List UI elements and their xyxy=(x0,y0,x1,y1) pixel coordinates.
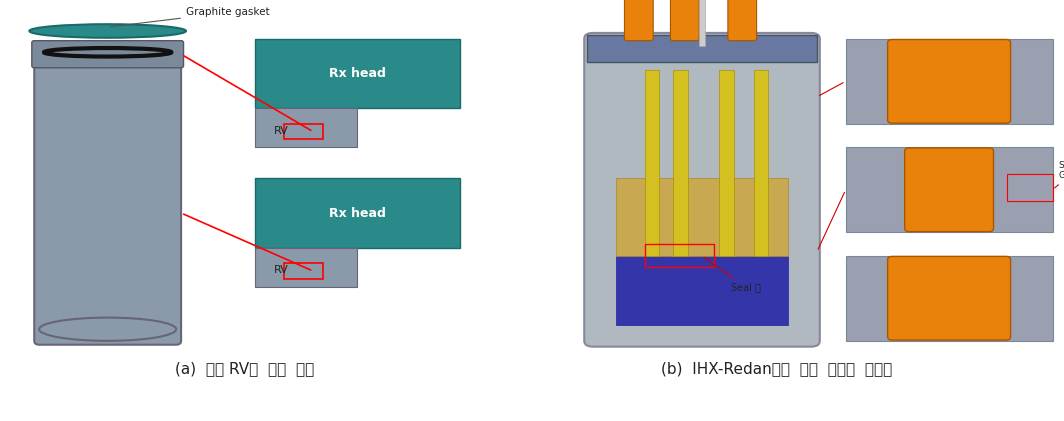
Text: RV: RV xyxy=(275,265,288,275)
Bar xyxy=(616,256,788,325)
Bar xyxy=(284,264,323,279)
Bar xyxy=(645,70,659,256)
Text: RV: RV xyxy=(275,125,288,136)
Text: (a)  모의 RV의  밀봉  개념: (a) 모의 RV의 밀봉 개념 xyxy=(176,361,314,376)
Bar xyxy=(645,244,714,267)
FancyBboxPatch shape xyxy=(584,33,819,346)
FancyBboxPatch shape xyxy=(846,147,1052,232)
Text: Rx head: Rx head xyxy=(329,207,386,219)
Text: Sealing
Gasket: Sealing Gasket xyxy=(1054,161,1064,188)
FancyBboxPatch shape xyxy=(887,256,1011,340)
FancyBboxPatch shape xyxy=(34,43,181,345)
Ellipse shape xyxy=(30,24,186,38)
Bar xyxy=(719,70,734,256)
FancyBboxPatch shape xyxy=(625,0,653,41)
FancyBboxPatch shape xyxy=(728,0,757,41)
Bar xyxy=(284,124,323,139)
Text: Seal 부: Seal 부 xyxy=(704,257,761,293)
Text: (b)  IHX-Redan하부  밀봉  위치와  개념도: (b) IHX-Redan하부 밀봉 위치와 개념도 xyxy=(661,361,893,376)
FancyBboxPatch shape xyxy=(887,40,1011,123)
FancyBboxPatch shape xyxy=(846,39,1052,124)
FancyBboxPatch shape xyxy=(254,248,358,287)
Text: Rx head: Rx head xyxy=(329,67,386,80)
Bar xyxy=(699,0,704,46)
Bar xyxy=(674,70,687,256)
Ellipse shape xyxy=(39,317,177,341)
FancyBboxPatch shape xyxy=(32,41,184,68)
Bar xyxy=(1007,174,1052,201)
Text: Graphite gasket: Graphite gasket xyxy=(111,8,269,27)
Bar xyxy=(616,178,788,256)
FancyBboxPatch shape xyxy=(904,148,994,232)
FancyBboxPatch shape xyxy=(254,178,460,248)
FancyBboxPatch shape xyxy=(670,0,699,41)
Bar xyxy=(753,70,768,256)
Bar xyxy=(587,35,817,62)
FancyBboxPatch shape xyxy=(254,39,460,109)
FancyBboxPatch shape xyxy=(254,109,358,147)
FancyBboxPatch shape xyxy=(846,256,1052,341)
